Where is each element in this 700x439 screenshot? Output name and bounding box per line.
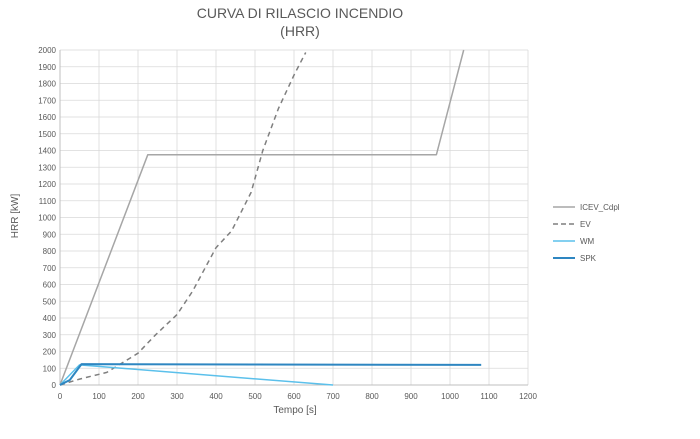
x-tick-label: 0 <box>58 392 63 401</box>
y-tick-label: 1500 <box>38 130 56 139</box>
x-tick-label: 300 <box>170 392 184 401</box>
y-tick-label: 1200 <box>38 180 56 189</box>
grid-lines <box>59 49 529 386</box>
series-lines <box>59 49 482 386</box>
x-tick-label: 100 <box>92 392 106 401</box>
x-tick-label: 1200 <box>519 392 537 401</box>
legend-label: SPK <box>580 254 597 263</box>
x-tick-label: 900 <box>404 392 418 401</box>
series-line-icev-cdpl <box>59 49 465 386</box>
chart-subtitle: (HRR) <box>280 23 320 39</box>
legend-label: EV <box>580 220 591 229</box>
y-tick-label: 200 <box>43 348 57 357</box>
axes: 0100200300400500600700800900100011001200… <box>38 46 537 401</box>
y-tick-label: 1800 <box>38 80 56 89</box>
x-tick-label: 1100 <box>480 392 498 401</box>
y-tick-label: 300 <box>43 331 57 340</box>
y-tick-label: 100 <box>43 364 57 373</box>
y-tick-label: 500 <box>43 297 57 306</box>
y-tick-label: 1600 <box>38 113 56 122</box>
y-tick-label: 800 <box>43 247 57 256</box>
x-tick-label: 200 <box>131 392 145 401</box>
legend-label: WM <box>580 237 595 246</box>
x-tick-label: 700 <box>326 392 340 401</box>
legend: ICEV_Cdpl EV WM SPK <box>553 203 620 263</box>
y-axis-label: HRR [kW] <box>10 194 21 239</box>
x-tick-label: 800 <box>365 392 379 401</box>
y-tick-label: 2000 <box>38 46 56 55</box>
y-tick-label: 700 <box>43 264 57 273</box>
x-tick-label: 1000 <box>441 392 459 401</box>
x-tick-label: 400 <box>209 392 223 401</box>
y-tick-label: 900 <box>43 230 57 239</box>
x-axis-label: Tempo [s] <box>273 405 317 416</box>
legend-label: ICEV_Cdpl <box>580 203 620 212</box>
y-tick-label: 1900 <box>38 63 56 72</box>
x-tick-label: 600 <box>287 392 301 401</box>
y-tick-label: 1400 <box>38 147 56 156</box>
y-tick-label: 1100 <box>39 197 57 206</box>
series-line-ev <box>59 52 307 386</box>
y-tick-label: 1300 <box>38 163 56 172</box>
y-tick-label: 600 <box>43 281 57 290</box>
chart-title: CURVA DI RILASCIO INCENDIO <box>197 5 404 21</box>
series-line-wm <box>59 364 334 386</box>
y-tick-label: 1700 <box>38 96 56 105</box>
series-line-spk <box>59 363 482 386</box>
x-tick-label: 500 <box>248 392 262 401</box>
y-tick-label: 400 <box>43 314 57 323</box>
y-tick-label: 0 <box>52 381 57 390</box>
y-tick-label: 1000 <box>38 214 56 223</box>
